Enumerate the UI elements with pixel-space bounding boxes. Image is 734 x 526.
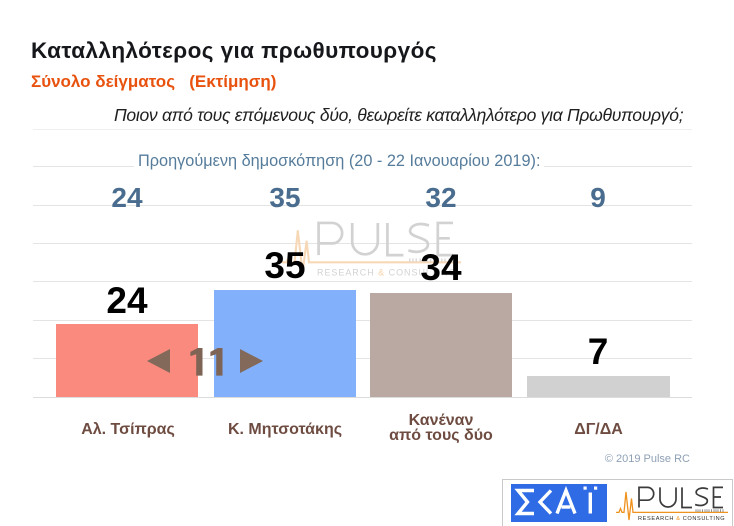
svg-text:RESEARCH & CONSULTING: RESEARCH & CONSULTING	[317, 267, 457, 277]
svg-text:RESEARCH & CONSULTING: RESEARCH & CONSULTING	[638, 516, 725, 522]
